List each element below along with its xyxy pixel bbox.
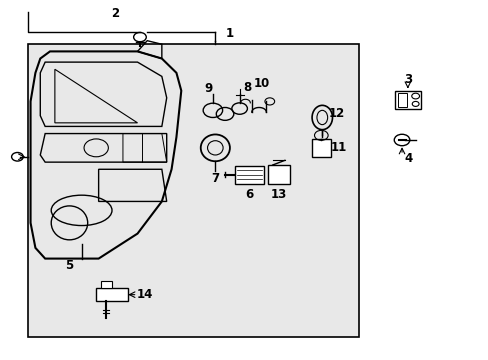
Text: 9: 9 [203, 82, 212, 95]
Text: 3: 3 [403, 73, 411, 86]
FancyBboxPatch shape [101, 282, 112, 288]
Text: 8: 8 [243, 81, 250, 94]
FancyBboxPatch shape [311, 139, 330, 157]
Text: 11: 11 [329, 141, 346, 154]
Text: 14: 14 [136, 288, 153, 301]
FancyBboxPatch shape [234, 166, 264, 184]
FancyBboxPatch shape [28, 44, 358, 337]
Text: 13: 13 [270, 188, 286, 201]
Text: 1: 1 [225, 27, 233, 40]
Text: 5: 5 [65, 259, 73, 272]
FancyBboxPatch shape [96, 288, 127, 301]
Text: 7: 7 [211, 172, 219, 185]
Text: 4: 4 [404, 152, 412, 165]
Text: 12: 12 [328, 107, 345, 120]
FancyBboxPatch shape [397, 93, 407, 107]
Text: 2: 2 [111, 8, 120, 21]
FancyBboxPatch shape [267, 165, 289, 184]
FancyBboxPatch shape [394, 91, 420, 109]
Text: 10: 10 [253, 77, 269, 90]
Text: 6: 6 [245, 188, 253, 201]
